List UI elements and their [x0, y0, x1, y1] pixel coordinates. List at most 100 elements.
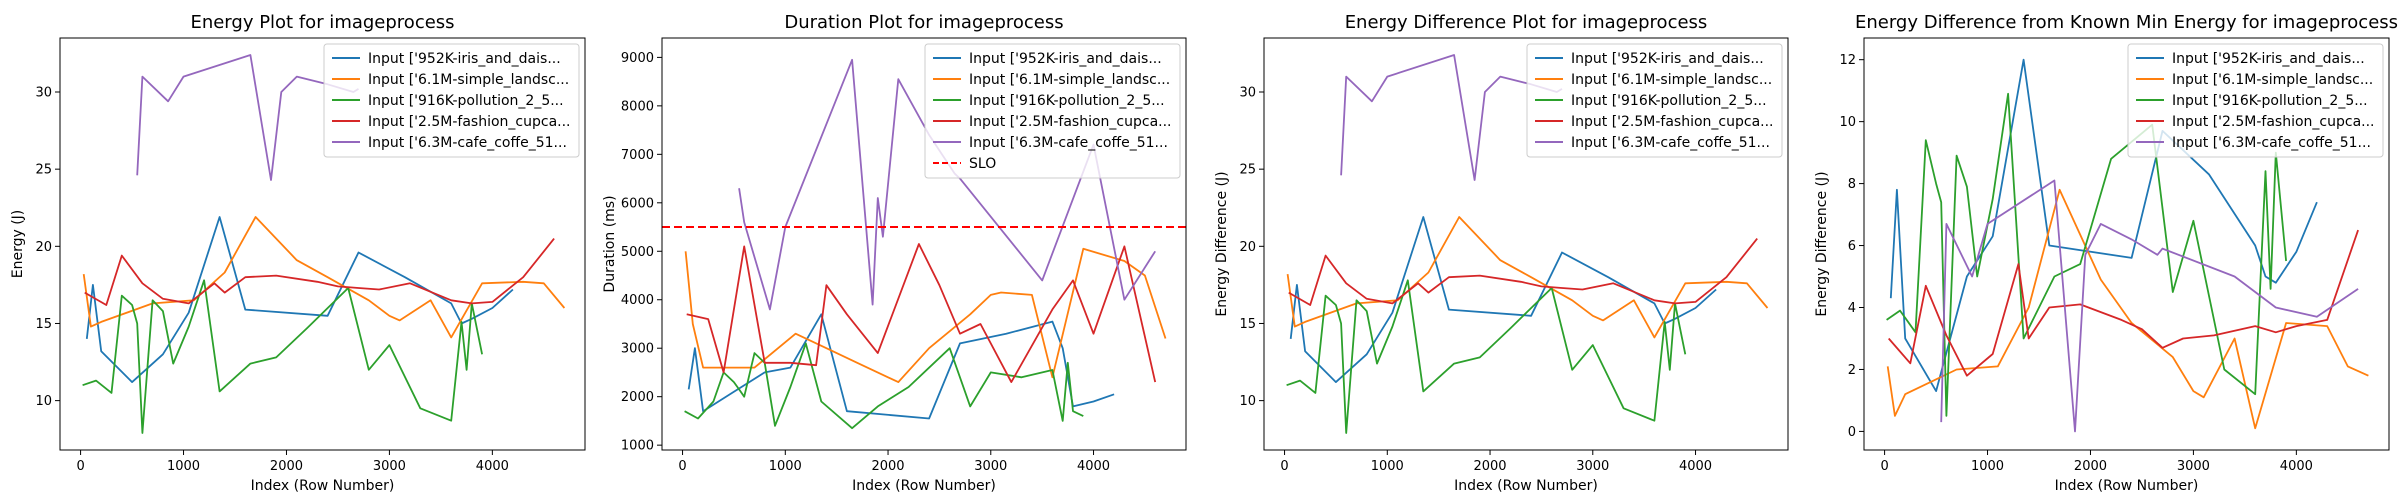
series-line-3 — [1286, 279, 1687, 434]
y-tick-label: 3000 — [621, 342, 654, 357]
x-tick-label: 0 — [1280, 459, 1288, 474]
x-tick-label: 2000 — [871, 459, 904, 474]
x-tick-label: 4000 — [1679, 459, 1712, 474]
series-line-3 — [82, 279, 483, 434]
y-tick-label: 5000 — [621, 245, 654, 260]
series-line-4 — [686, 243, 1157, 384]
legend-entry: Input ['952K-iris_and_dais... — [368, 51, 561, 67]
x-tick-label: 3000 — [974, 459, 1007, 474]
y-tick-label: 8000 — [621, 99, 654, 114]
y-tick-label: 10 — [35, 394, 52, 409]
y-tick-label: 9000 — [621, 51, 654, 66]
x-tick-label: 3000 — [2177, 459, 2210, 474]
chart-3: 0 1000 2000 3000 4000 10 15 20 25 30 Energy Differ… — [1214, 12, 1789, 494]
y-tick-label: 15 — [1239, 317, 1256, 332]
legend-box — [1526, 43, 1783, 158]
chart-title: Energy Plot for imageprocess — [190, 12, 454, 33]
series-line-4 — [84, 238, 555, 306]
y-axis-label: Energy (J) — [10, 210, 26, 279]
x-tick-label: 2000 — [1473, 459, 1506, 474]
y-tick-label: 2 — [1848, 363, 1856, 378]
x-tick-label: 0 — [76, 459, 84, 474]
y-tick-label: 30 — [1239, 86, 1256, 101]
legend-entry: Input ['952K-iris_and_dais... — [1571, 51, 1764, 67]
legend-entry: Input ['6.3M-cafe_coffe_51... — [2172, 135, 2371, 151]
x-tick-label: 4000 — [1077, 459, 1110, 474]
series-line-5 — [1940, 179, 2359, 433]
legend-entry: Input ['916K-pollution_2_5... — [969, 93, 1165, 109]
series-line-3 — [684, 342, 1084, 430]
x-tick-label: 1000 — [769, 459, 802, 474]
y-tick-label: 20 — [1239, 240, 1256, 255]
x-tick-label: 4000 — [2280, 459, 2313, 474]
series-line-2 — [82, 216, 566, 339]
legend: Input ['952K-iris_and_dais... Input ['6.1… — [323, 43, 580, 158]
x-tick-label: 2000 — [270, 459, 303, 474]
y-tick-label: 4000 — [621, 293, 654, 308]
y-tick-label: 15 — [35, 317, 52, 332]
chart-1: 0 1000 2000 3000 4000 10 15 20 25 30 Energy Plot f… — [10, 12, 586, 494]
x-tick-label: 2000 — [2074, 459, 2107, 474]
y-tick-label: 2000 — [621, 390, 654, 405]
series-line-2 — [684, 247, 1167, 384]
legend: Input ['952K-iris_and_dais... Input ['6.1… — [1526, 43, 1783, 158]
legend-entry: Input ['6.1M-simple_landsc... — [368, 72, 569, 88]
series-line-2 — [1286, 216, 1769, 339]
x-tick-label: 1000 — [1371, 459, 1404, 474]
x-tick-label: 0 — [1880, 459, 1888, 474]
x-tick-label: 1000 — [167, 459, 200, 474]
axes-frame — [1863, 37, 2390, 451]
chart-2: 0 1000 2000 3000 4000 1000 2000 3000 4000 5000 600… — [602, 12, 1187, 494]
y-tick-label: 6000 — [621, 196, 654, 211]
legend-entry: Input ['6.1M-simple_landsc... — [2172, 72, 2373, 88]
y-tick-label: 1000 — [621, 439, 654, 454]
legend-entry: Input ['952K-iris_and_dais... — [969, 51, 1162, 67]
series-line-4 — [1288, 238, 1758, 306]
legend-entry: SLO — [969, 156, 996, 172]
x-axis-label: Index (Row Number) — [251, 478, 395, 494]
y-tick-label: 30 — [35, 86, 52, 101]
y-axis-label: Duration (ms) — [602, 195, 618, 292]
y-tick-label: 25 — [1239, 163, 1256, 178]
x-tick-label: 1000 — [1971, 459, 2004, 474]
series-line-1 — [85, 216, 514, 384]
legend-box — [2127, 43, 2384, 158]
y-tick-label: 10 — [1239, 394, 1256, 409]
legend-box — [323, 43, 580, 158]
y-tick-label: 10 — [1839, 115, 1856, 130]
legend-entry: Input ['2.5M-fashion_cupca... — [2172, 114, 2375, 130]
x-axis-label: Index (Row Number) — [852, 478, 996, 494]
x-tick-label: 0 — [678, 459, 686, 474]
legend-entry: Input ['6.3M-cafe_coffe_51... — [969, 135, 1168, 151]
legend-entry: Input ['2.5M-fashion_cupca... — [368, 114, 571, 130]
legend-entry: Input ['6.3M-cafe_coffe_51... — [1571, 135, 1770, 151]
series-line-4 — [1888, 229, 2359, 377]
x-tick-label: 3000 — [1576, 459, 1609, 474]
series-line-1 — [1289, 216, 1717, 384]
chart-title: Energy Difference from Known Min Energy … — [1855, 12, 2398, 33]
legend-entry: Input ['2.5M-fashion_cupca... — [969, 114, 1172, 130]
y-tick-label: 0 — [1848, 425, 1856, 440]
legend-entry: Input ['6.3M-cafe_coffe_51... — [368, 135, 567, 151]
chart-title: Duration Plot for imageprocess — [784, 12, 1063, 33]
legend-entry: Input ['6.1M-simple_landsc... — [1571, 72, 1772, 88]
y-tick-label: 7000 — [621, 148, 654, 163]
legend: Input ['952K-iris_and_dais... Input ['6.1… — [924, 43, 1181, 179]
legend-entry: Input ['6.1M-simple_landsc... — [969, 72, 1170, 88]
chart-title: Energy Difference Plot for imageprocess — [1345, 12, 1708, 33]
chart-4: 0 1000 2000 3000 4000 0 2 4 6 8 10 12 Energy Differe… — [1814, 12, 2398, 494]
legend: Input ['952K-iris_and_dais... Input ['6.1… — [2127, 43, 2384, 158]
y-tick-label: 20 — [35, 240, 52, 255]
x-tick-label: 3000 — [373, 459, 406, 474]
series-line-1 — [687, 313, 1115, 420]
series-line-5 — [738, 58, 1156, 311]
y-tick-label: 12 — [1839, 53, 1856, 68]
y-tick-label: 6 — [1848, 239, 1856, 254]
legend-entry: Input ['916K-pollution_2_5... — [1571, 93, 1767, 109]
y-tick-label: 4 — [1848, 301, 1856, 316]
x-tick-label: 4000 — [476, 459, 509, 474]
axes-frame — [59, 37, 586, 451]
legend-entry: Input ['2.5M-fashion_cupca... — [1571, 114, 1774, 130]
axes-frame — [661, 37, 1187, 451]
y-tick-label: 8 — [1848, 177, 1856, 192]
